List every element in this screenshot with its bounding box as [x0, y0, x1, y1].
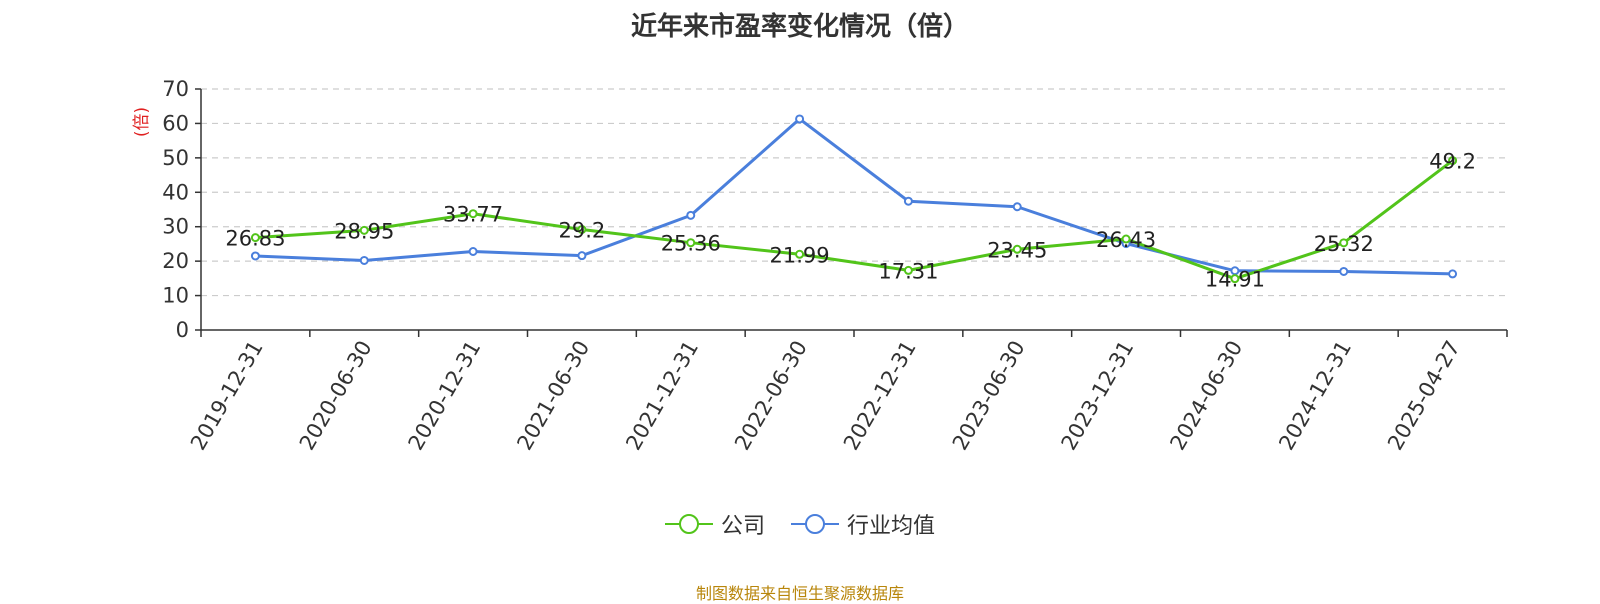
series-line-company [255, 159, 1454, 281]
y-tick-label: 50 [162, 146, 189, 170]
data-point-industry[interactable] [577, 251, 587, 261]
x-tick-label: 2021-12-31 [621, 337, 703, 455]
data-label: 23.45 [987, 238, 1047, 262]
legend-company-label: 公司 [720, 514, 765, 539]
legend: 公司 行业均值 [0, 508, 1600, 540]
data-point-industry[interactable] [903, 196, 913, 206]
data-point-company[interactable] [1012, 244, 1022, 254]
data-point-industry[interactable] [359, 255, 369, 265]
y-tick-label: 30 [162, 215, 189, 239]
x-tick-label: 2024-06-30 [1165, 337, 1247, 455]
data-point-company[interactable] [577, 224, 587, 234]
data-point-company[interactable] [1230, 274, 1240, 284]
data-label: 14.91 [1205, 268, 1265, 292]
grid-lines [201, 88, 1507, 297]
y-tick-label: 60 [162, 111, 189, 135]
chart-title: 近年来市盈率变化情况（倍） [630, 12, 969, 42]
data-point-industry[interactable] [795, 114, 805, 124]
data-point-company[interactable] [359, 225, 369, 235]
data-point-company[interactable] [686, 238, 696, 248]
legend-item-industry[interactable]: 行业均值 [791, 508, 935, 540]
legend-industry-marker-icon [791, 514, 839, 534]
data-label: 21.99 [770, 243, 830, 267]
legend-industry-label: 行业均值 [847, 514, 936, 539]
source-note: 制图数据来自恒生聚源数据库 [695, 584, 904, 603]
data-point-industry[interactable] [1012, 202, 1022, 212]
series [250, 114, 1458, 284]
x-tick-label: 2025-04-27 [1383, 337, 1465, 455]
data-point-company[interactable] [468, 209, 478, 219]
axes: 0 10 20 30 40 50 60 70 2019-12-31 2020-06-30 2020-… [162, 77, 1508, 455]
y-tick-label: 0 [176, 318, 189, 342]
data-point-industry[interactable] [468, 247, 478, 257]
x-tick-label: 2024-12-31 [1274, 337, 1356, 455]
data-label: 26.43 [1096, 228, 1156, 252]
x-tick-label: 2023-12-31 [1057, 337, 1139, 455]
data-point-company[interactable] [1448, 156, 1458, 166]
data-label: 49.2 [1429, 150, 1476, 174]
data-point-industry[interactable] [1339, 266, 1349, 276]
data-point-company[interactable] [795, 249, 805, 259]
y-tick-label: 70 [162, 77, 189, 101]
data-label: 17.31 [878, 259, 938, 283]
data-label: 29.2 [559, 218, 606, 242]
legend-item-company[interactable]: 公司 [664, 508, 765, 540]
x-tick-label: 2021-06-30 [512, 337, 594, 455]
data-label: 25.32 [1314, 232, 1374, 256]
legend-company-marker-icon [664, 514, 713, 534]
y-tick-label: 40 [162, 180, 189, 204]
data-point-company[interactable] [1339, 238, 1349, 248]
data-point-company[interactable] [250, 233, 260, 243]
data-point-industry[interactable] [250, 251, 260, 261]
y-axis-label: (倍) [132, 107, 152, 137]
data-label: 26.83 [225, 227, 285, 251]
y-tick-label: 10 [162, 284, 189, 308]
y-tick-label: 20 [162, 249, 189, 273]
x-tick-label: 2020-12-31 [404, 337, 486, 455]
data-point-company[interactable] [1121, 234, 1131, 244]
x-tick-label: 2022-06-30 [730, 337, 812, 455]
data-point-industry[interactable] [1448, 269, 1458, 279]
data-point-industry[interactable] [686, 210, 696, 220]
x-tick-label: 2022-12-31 [839, 337, 921, 455]
x-tick-label: 2019-12-31 [186, 337, 268, 455]
x-tick-label: 2020-06-30 [295, 337, 377, 455]
series-line-industry [255, 117, 1453, 276]
data-label: 33.77 [443, 203, 503, 227]
line-chart: 0 10 20 30 40 50 60 70 2019-12-31 2020-06-30 2020-… [132, 77, 1508, 455]
x-tick-label: 2023-06-30 [948, 337, 1030, 455]
data-point-company[interactable] [903, 265, 913, 275]
data-labels: 26.83 28.95 33.77 29.2 25.36 21.99 17.31 23.45 2… [225, 150, 1476, 292]
data-label: 25.36 [661, 232, 721, 256]
data-label: 28.95 [334, 219, 394, 243]
